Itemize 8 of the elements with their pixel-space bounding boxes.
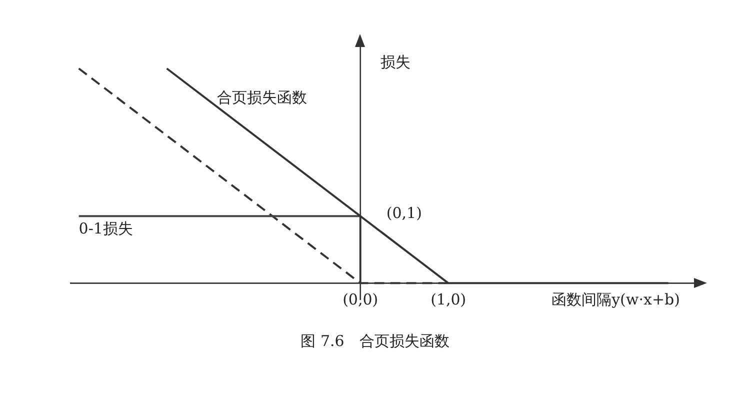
- x-tick-label: (1,0): [430, 290, 466, 309]
- text: 图 7.6 合页损失函数: [300, 332, 450, 351]
- series-label: 合页损失函数: [216, 88, 307, 106]
- y-axis-title: 损失: [380, 52, 410, 71]
- x-axis-title: 函数间隔y(w·x+b): [552, 290, 680, 309]
- x-tick-label: (0,0): [342, 290, 378, 309]
- series-label: 0-1损失: [78, 219, 133, 238]
- annotation: (0,1): [386, 204, 422, 222]
